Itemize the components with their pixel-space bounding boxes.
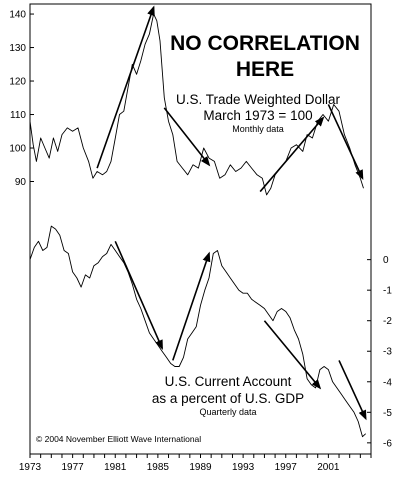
y-tick-label: -4	[383, 377, 392, 388]
dollar-subtitle: March 1973 = 100	[203, 108, 312, 123]
x-tick-label: 1989	[189, 462, 212, 473]
x-tick-label: 1997	[275, 462, 298, 473]
y-tick-label: -6	[383, 438, 392, 449]
x-tick-label: 1977	[62, 462, 85, 473]
dollar-note: Monthly data	[232, 124, 284, 134]
y-tick-label: 130	[9, 43, 26, 54]
y-tick-label: 110	[10, 110, 26, 121]
x-tick-label: 1993	[232, 462, 255, 473]
dollar-series-line	[29, 13, 364, 196]
y-tick-label: 0	[383, 255, 389, 266]
trend-arrow	[114, 240, 163, 351]
y-tick-label: -5	[383, 408, 392, 419]
x-tick-label: 1981	[104, 462, 127, 473]
trend-arrow	[163, 107, 211, 167]
credit-text: © 2004 November Elliott Wave Internation…	[36, 434, 201, 444]
y-tick-label: 100	[9, 144, 26, 155]
trend-arrow	[172, 251, 211, 361]
headline-line-1: NO CORRELATION	[170, 32, 360, 55]
trend-arrow	[259, 116, 325, 193]
y-tick-label: -2	[383, 316, 392, 327]
trend-arrow	[96, 5, 155, 169]
y-tick-label: -3	[383, 347, 392, 358]
trend-arrows-layer	[96, 5, 367, 421]
y-tick-label: 90	[15, 177, 27, 188]
dollar-title: U.S. Trade Weighted Dollar	[176, 92, 341, 107]
ca-title: U.S. Current Account	[165, 374, 292, 389]
x-tick-label: 2001	[317, 462, 340, 473]
ca-note: Quarterly data	[199, 407, 256, 417]
series-layer	[29, 13, 367, 438]
x-tick-label: 1985	[147, 462, 170, 473]
headline-line-2: HERE	[236, 58, 294, 81]
y-tick-label: -1	[383, 286, 392, 297]
ca-subtitle: as a percent of U.S. GDP	[152, 391, 304, 406]
trend-arrow	[263, 320, 322, 390]
y-tick-label: 120	[9, 77, 26, 88]
trend-arrow	[338, 360, 367, 421]
x-tick-label: 1973	[19, 462, 42, 473]
y-tick-label: 140	[9, 10, 26, 21]
current-account-series-line	[29, 225, 367, 438]
axes-layer: 90 100 110 120 130 140 0 -1 -2 -3 -4 -5 -6 1973 1977 19…	[9, 10, 392, 473]
trend-arrow	[327, 104, 364, 180]
